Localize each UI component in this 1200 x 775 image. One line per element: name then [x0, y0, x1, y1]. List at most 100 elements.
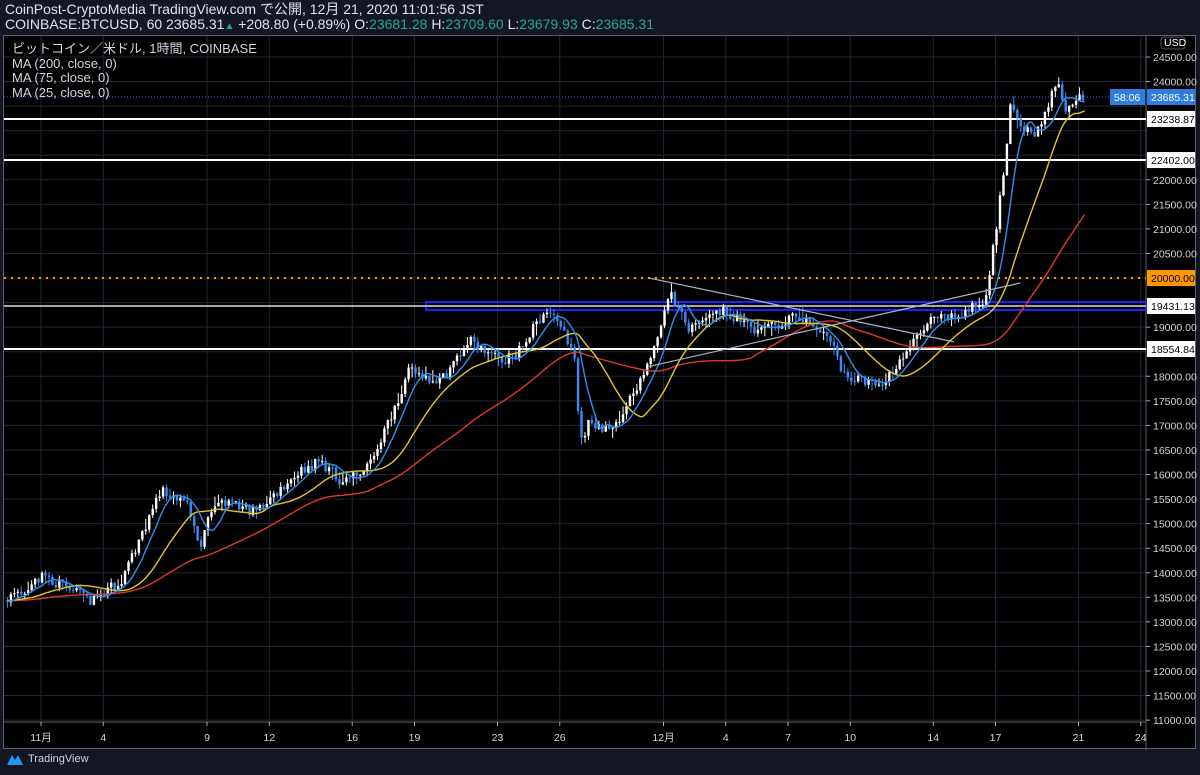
- candle-body[interactable]: [857, 375, 860, 382]
- candle-body[interactable]: [144, 529, 147, 532]
- candle-body[interactable]: [365, 463, 369, 472]
- candle-body[interactable]: [1057, 84, 1060, 87]
- candle-body[interactable]: [732, 318, 735, 322]
- candle-body[interactable]: [54, 584, 58, 588]
- candle-body[interactable]: [729, 314, 732, 319]
- candle-body[interactable]: [953, 313, 957, 318]
- candle-body[interactable]: [940, 314, 943, 319]
- candle-body[interactable]: [168, 496, 172, 498]
- candle-body[interactable]: [276, 493, 279, 496]
- candle-body[interactable]: [33, 578, 37, 585]
- candle-body[interactable]: [580, 410, 583, 438]
- candle-body[interactable]: [65, 582, 68, 588]
- candle-body[interactable]: [410, 367, 414, 369]
- candle-body[interactable]: [971, 302, 974, 312]
- candle-body[interactable]: [1054, 86, 1057, 92]
- candle-body[interactable]: [919, 333, 922, 335]
- candle-body[interactable]: [44, 572, 47, 576]
- candle-body[interactable]: [99, 594, 103, 596]
- candle-body[interactable]: [282, 486, 286, 490]
- candle-body[interactable]: [92, 595, 96, 605]
- candle-body[interactable]: [424, 375, 428, 379]
- candle-body[interactable]: [448, 367, 452, 378]
- trendline[interactable]: [648, 282, 1021, 368]
- candle-body[interactable]: [808, 317, 811, 325]
- candle-body[interactable]: [1043, 111, 1047, 125]
- candle-body[interactable]: [946, 314, 950, 320]
- candle-body[interactable]: [47, 575, 51, 577]
- candle-body[interactable]: [71, 589, 75, 591]
- candle-body[interactable]: [89, 596, 92, 605]
- candle-body[interactable]: [286, 483, 289, 490]
- candle-body[interactable]: [148, 515, 151, 530]
- candle-body[interactable]: [829, 336, 832, 342]
- candle-body[interactable]: [224, 500, 227, 506]
- candle-body[interactable]: [587, 420, 590, 436]
- candle-body[interactable]: [189, 501, 192, 517]
- candle-body[interactable]: [746, 320, 749, 323]
- candle-body[interactable]: [37, 578, 40, 583]
- candle-body[interactable]: [680, 307, 684, 313]
- candle-body[interactable]: [161, 487, 165, 497]
- candle-body[interactable]: [1040, 124, 1043, 127]
- candle-body[interactable]: [116, 586, 120, 591]
- candle-body[interactable]: [666, 299, 670, 311]
- candle-body[interactable]: [957, 316, 960, 318]
- candle-body[interactable]: [635, 390, 639, 394]
- candle-body[interactable]: [165, 487, 168, 497]
- candle-body[interactable]: [884, 381, 888, 385]
- candle-body[interactable]: [933, 316, 936, 318]
- candle-body[interactable]: [141, 531, 144, 540]
- candle-body[interactable]: [1012, 104, 1016, 110]
- candle-body[interactable]: [248, 505, 251, 515]
- candle-body[interactable]: [905, 351, 908, 359]
- candle-body[interactable]: [701, 320, 704, 323]
- candle-body[interactable]: [466, 344, 469, 350]
- candle-body[interactable]: [314, 459, 317, 471]
- candle-body[interactable]: [414, 367, 417, 374]
- candle-body[interactable]: [538, 321, 542, 323]
- candle-body[interactable]: [839, 356, 843, 372]
- candle-body[interactable]: [649, 358, 652, 364]
- candle-body[interactable]: [552, 313, 556, 316]
- candle-body[interactable]: [652, 346, 656, 359]
- candle-body[interactable]: [390, 419, 393, 421]
- candle-body[interactable]: [355, 472, 358, 476]
- candle-body[interactable]: [569, 343, 573, 348]
- candle-body[interactable]: [493, 352, 497, 354]
- candle-body[interactable]: [134, 552, 137, 554]
- candle-body[interactable]: [78, 588, 82, 591]
- candle-body[interactable]: [818, 329, 822, 333]
- candle-body[interactable]: [40, 572, 44, 583]
- candle-body[interactable]: [611, 427, 614, 429]
- candle-body[interactable]: [725, 307, 728, 315]
- candle-body[interactable]: [995, 229, 998, 246]
- candle-body[interactable]: [922, 330, 926, 334]
- candle-body[interactable]: [583, 435, 587, 438]
- candle-body[interactable]: [559, 321, 562, 327]
- candle-body[interactable]: [480, 345, 483, 350]
- candle-body[interactable]: [794, 313, 798, 318]
- candle-body[interactable]: [269, 497, 272, 504]
- candle-body[interactable]: [590, 420, 594, 424]
- candle-body[interactable]: [608, 424, 611, 429]
- candle-body[interactable]: [490, 352, 493, 354]
- candle-body[interactable]: [895, 368, 898, 374]
- candle-body[interactable]: [137, 539, 141, 553]
- candle-body[interactable]: [898, 359, 901, 369]
- candle-body[interactable]: [805, 317, 808, 324]
- candle-body[interactable]: [293, 477, 296, 480]
- candle-body[interactable]: [704, 317, 708, 321]
- candle-body[interactable]: [967, 310, 971, 312]
- candle-body[interactable]: [718, 310, 722, 315]
- candle-body[interactable]: [217, 502, 220, 507]
- price-chart[interactable]: 11000.00 11500.00 12000.00 12500.00 13000.00…: [4, 36, 1197, 750]
- candle-body[interactable]: [16, 591, 20, 594]
- candle-body[interactable]: [984, 295, 988, 305]
- candle-body[interactable]: [327, 467, 331, 472]
- candle-body[interactable]: [812, 324, 815, 327]
- candle-body[interactable]: [1074, 100, 1078, 105]
- candle-body[interactable]: [708, 314, 711, 318]
- candle-body[interactable]: [663, 310, 666, 326]
- candle-body[interactable]: [497, 352, 500, 358]
